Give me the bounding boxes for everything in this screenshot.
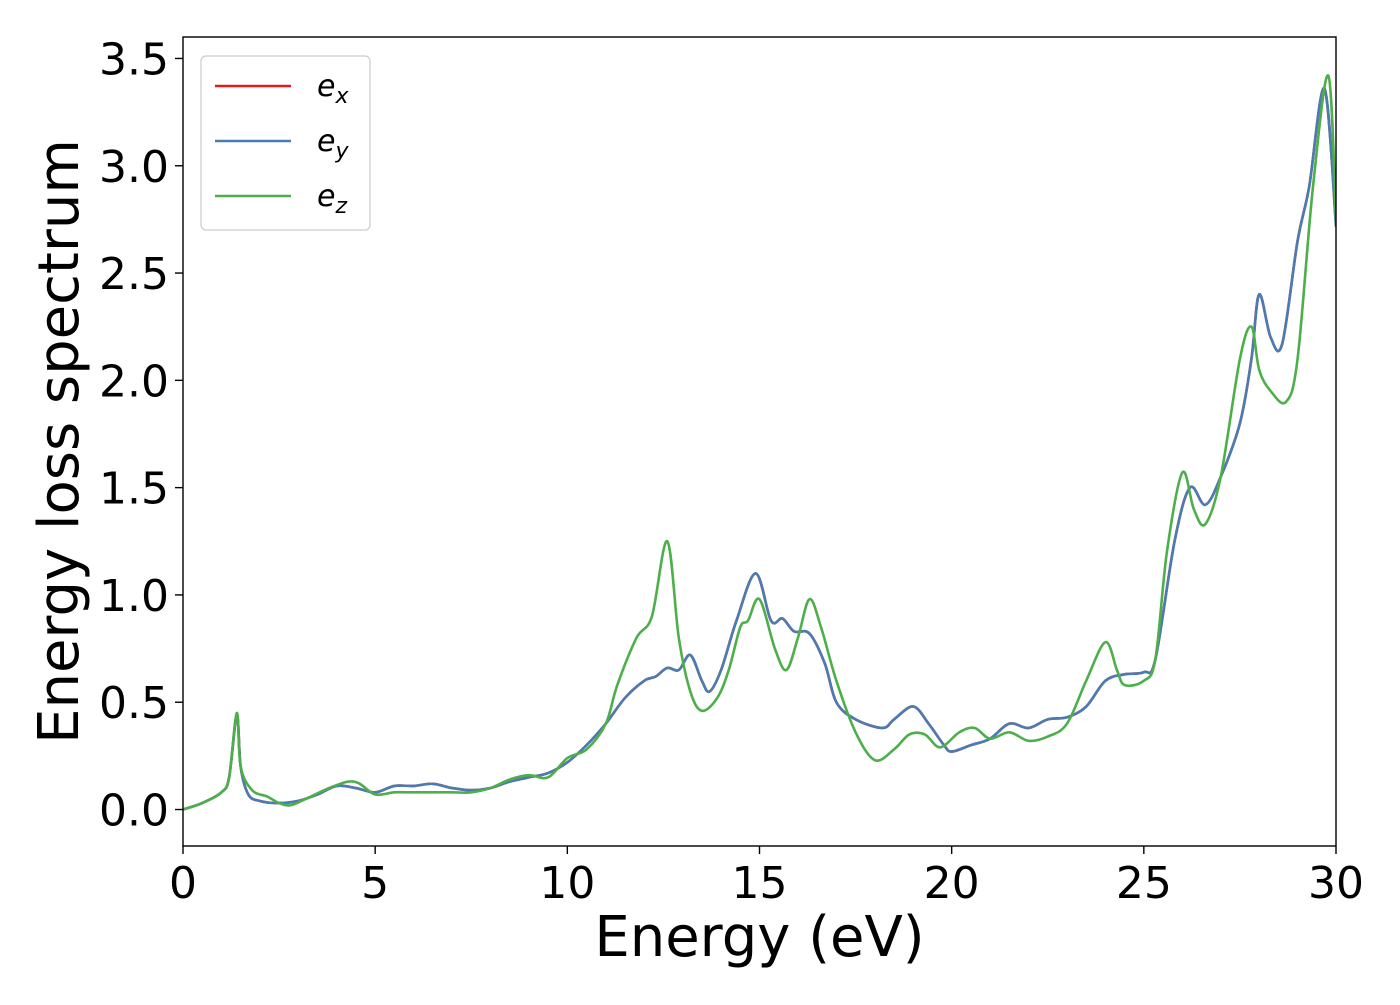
legend-box bbox=[200, 55, 371, 231]
y-tick-label: 2.0 bbox=[99, 356, 169, 407]
y-tick-label: 3.0 bbox=[99, 142, 169, 193]
legend-entry-e-x: ex bbox=[215, 69, 349, 109]
legend-entries: ex ey ez bbox=[215, 69, 349, 219]
series-line-e-y bbox=[183, 87, 1336, 811]
y-axis-ticks: 0.0 0.5 1.0 1.5 2.0 2.5 3.0 3.5 bbox=[99, 34, 183, 837]
y-tick-label: 2.5 bbox=[99, 249, 169, 300]
x-axis-ticks: 0 5 10 15 20 25 30 bbox=[169, 846, 1364, 909]
legend-entry-e-y: ey bbox=[215, 124, 349, 164]
x-axis-title: Energy (eV) bbox=[594, 905, 924, 970]
y-tick-label: 0.5 bbox=[99, 678, 169, 729]
y-tick-label: 1.5 bbox=[99, 464, 169, 515]
y-tick-label: 0.0 bbox=[99, 786, 169, 837]
x-tick-label: 25 bbox=[1116, 858, 1172, 909]
x-tick-label: 20 bbox=[924, 858, 980, 909]
y-axis-title: Energy loss spectrum bbox=[27, 139, 92, 744]
x-tick-label: 0 bbox=[169, 858, 197, 909]
y-tick-label: 3.5 bbox=[99, 34, 169, 85]
x-tick-label: 5 bbox=[361, 858, 389, 909]
legend: ex ey ez bbox=[200, 55, 371, 231]
x-tick-label: 30 bbox=[1308, 858, 1364, 909]
series-line-e-z bbox=[183, 74, 1336, 811]
legend-entry-e-z: ez bbox=[215, 179, 347, 219]
series-layer bbox=[183, 74, 1336, 811]
x-tick-label: 15 bbox=[732, 858, 788, 909]
y-tick-label: 1.0 bbox=[99, 571, 169, 622]
x-tick-label: 10 bbox=[539, 858, 595, 909]
legend-label: ez bbox=[317, 179, 347, 219]
legend-label: ex bbox=[317, 69, 349, 109]
legend-label: ey bbox=[317, 124, 349, 164]
